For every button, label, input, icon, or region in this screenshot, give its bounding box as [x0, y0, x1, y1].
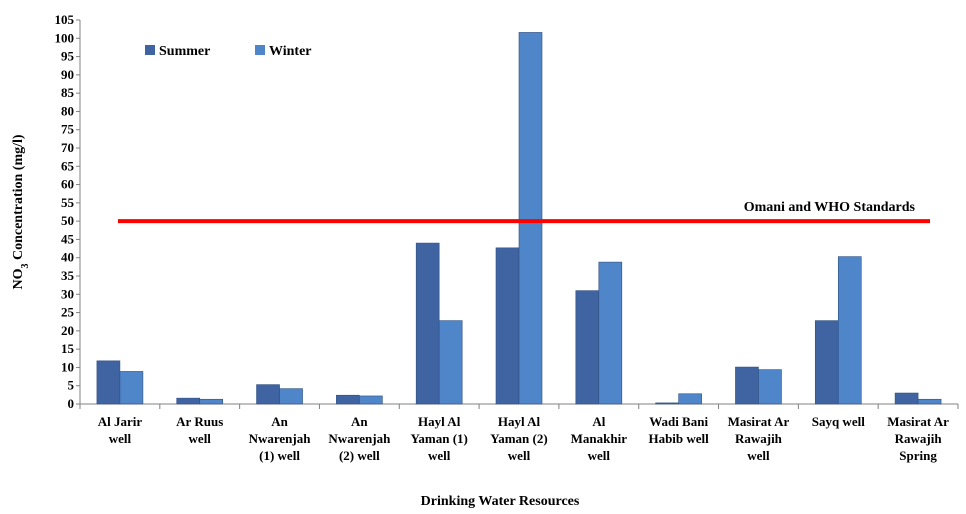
bar-winter — [359, 395, 383, 405]
bar-winter — [438, 320, 463, 405]
y-tick-label: 45 — [61, 231, 75, 246]
x-tick-label: Masirat Ar Rawajih well — [728, 414, 790, 463]
x-axis: Al Jarir well Ar Ruus well An Nwarenjah (1) we… — [79, 403, 959, 463]
bar-winter — [758, 369, 782, 405]
y-tick-label: 10 — [61, 359, 74, 374]
bar-winter — [598, 261, 623, 405]
bar-winter — [837, 256, 862, 405]
x-tick-label: Ar Ruus well — [176, 414, 223, 446]
y-tick-label: 80 — [61, 103, 74, 118]
y-tick-label: 65 — [61, 158, 75, 173]
x-tick-label: Wadi Bani Habib well — [648, 414, 709, 446]
bar-summer — [655, 402, 679, 405]
y-tick-label: 0 — [68, 396, 75, 411]
x-tick-label: Hayl Al Yaman (1) well — [410, 414, 467, 463]
legend-swatch-winter — [255, 45, 265, 55]
y-axis: 0 5 10 15 20 25 30 35 40 45 50 55 60 65 70 75 80 85 90 95 10… — [55, 12, 81, 411]
y-tick-label: 30 — [61, 286, 74, 301]
bars — [96, 32, 942, 405]
y-tick-label: 25 — [61, 305, 75, 320]
bar-winter — [199, 398, 224, 405]
y-tick-label: 40 — [61, 250, 74, 265]
bar-winter — [279, 388, 303, 405]
legend: Summer Winter — [145, 44, 312, 59]
y-tick-label: 105 — [55, 12, 75, 27]
bar-winter — [678, 393, 702, 405]
y-tick-label: 50 — [61, 213, 74, 228]
y-tick-label: 15 — [61, 341, 75, 356]
y-tick-label: 60 — [61, 177, 74, 192]
x-tick-label: Al Jarir well — [98, 414, 143, 446]
y-tick-label: 95 — [61, 49, 75, 64]
bar-summer — [495, 247, 520, 405]
x-tick-label: Masirat Ar Rawajih Spring — [887, 414, 949, 463]
reference-line-group: Omani and WHO Standards — [118, 200, 930, 224]
bar-summer — [575, 290, 600, 405]
x-axis-title: Drinking Water Resources — [421, 494, 580, 509]
x-tick-label: An Nwarenjah (2) well — [328, 414, 391, 463]
y-tick-label: 85 — [61, 85, 75, 100]
bar-summer — [256, 384, 280, 405]
x-tick-label: An Nwarenjah (1) well — [249, 414, 312, 463]
bar-summer — [894, 392, 919, 405]
y-axis-title: NO3 Concentration (mg/l) — [11, 134, 31, 289]
bar-winter — [119, 371, 144, 405]
legend-label-summer: Summer — [159, 44, 210, 59]
y-tick-label: 55 — [61, 195, 75, 210]
y-tick-label: 35 — [61, 268, 75, 283]
x-tick-label: Hayl Al Yaman (2) well — [490, 414, 547, 463]
y-tick-label: 20 — [61, 323, 74, 338]
y-tick-label: 5 — [68, 378, 75, 393]
standard-reference-label: Omani and WHO Standards — [744, 200, 916, 215]
bar-summer — [814, 320, 839, 405]
legend-label-winter: Winter — [269, 44, 312, 59]
y-tick-label: 100 — [55, 30, 75, 45]
legend-swatch-summer — [145, 45, 155, 55]
bar-winter — [917, 398, 942, 405]
bar-summer — [336, 394, 360, 405]
bar-summer — [415, 242, 440, 405]
bar-summer — [96, 360, 121, 405]
bar-winter — [518, 32, 543, 405]
bar-summer — [735, 366, 759, 405]
y-tick-label: 90 — [61, 67, 74, 82]
y-tick-label: 75 — [61, 122, 75, 137]
y-tick-label: 70 — [61, 140, 74, 155]
x-tick-label: Al Manakhir well — [571, 414, 628, 463]
bar-summer — [176, 397, 201, 405]
x-tick-label: Sayq well — [812, 414, 865, 429]
